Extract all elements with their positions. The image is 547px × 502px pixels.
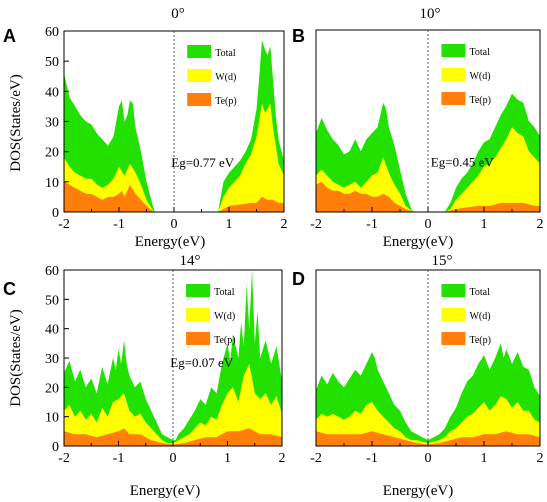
y-tick-label: 40 [45, 323, 59, 338]
y-tick-label: 20 [45, 381, 59, 396]
legend-label: Total [215, 48, 236, 59]
legend-swatch [441, 44, 466, 57]
x-tick-label: -1 [366, 217, 378, 232]
dos-area-wd [64, 363, 282, 446]
y-axis-label: DOS(States/eV) [8, 74, 24, 172]
legend-swatch [186, 308, 211, 321]
x-axis-label: Energy(eV) [383, 234, 454, 250]
x-tick-label: -1 [366, 451, 378, 466]
legend-swatch [186, 332, 211, 345]
x-tick-label: 0 [425, 217, 432, 232]
y-tick-label: 0 [52, 440, 59, 455]
panel-areas [316, 93, 540, 212]
y-tick-label: 50 [45, 293, 59, 308]
x-tick-label: 0 [170, 451, 177, 466]
x-tick-label: -1 [113, 451, 125, 466]
legend-swatch [441, 284, 466, 297]
x-tick-label: -2 [58, 451, 70, 466]
y-axis-label: DOS(States/eV) [8, 309, 24, 407]
dos-area-tep [64, 181, 284, 212]
panel-c: -2 -1 0 1 2010203040506014°CEnergy(eV)DOS(St… [3, 253, 286, 499]
legend-swatch [441, 92, 466, 105]
y-tick-label: 60 [45, 264, 59, 279]
x-axis-label: Energy(eV) [383, 483, 454, 499]
legend-label: Te(p) [469, 335, 491, 346]
panel-areas [316, 343, 540, 446]
band-gap-annotation: Eg=0.07 eV [170, 355, 234, 370]
panel-letter: A [3, 26, 16, 46]
panel-areas [64, 40, 284, 212]
x-tick-label: 1 [481, 451, 488, 466]
panel-d: -2 -1 0 1 2 15° D Energy(eV) Total W(d) Te(p) [292, 253, 544, 499]
legend: Total W(d) Te(p) [187, 45, 237, 107]
legend-label: Te(p) [469, 95, 491, 106]
y-tick-label: 10 [45, 176, 59, 191]
y-tick-label: 20 [45, 146, 59, 161]
legend-label: W(d) [469, 311, 490, 322]
x-tick-label: -2 [58, 217, 70, 232]
legend-swatch [441, 68, 466, 81]
legend-label: Te(p) [215, 96, 237, 107]
panel-title: 14° [180, 253, 201, 269]
y-tick-label: 10 [45, 411, 59, 426]
y-tick-label: 0 [52, 206, 59, 221]
panel-letter: B [292, 26, 305, 46]
x-tick-label: 2 [279, 451, 286, 466]
x-tick-label: 0 [425, 451, 432, 466]
x-tick-label: 2 [537, 217, 544, 232]
legend-label: Total [214, 287, 235, 298]
panel-a: -2 -1 0 1 201020304050600°AEnergy(eV)DOS(Sta… [3, 6, 288, 250]
legend: Total W(d) Te(p) [186, 284, 236, 346]
y-tick-label: 60 [45, 25, 59, 40]
legend-label: W(d) [214, 311, 235, 322]
legend-swatch [186, 284, 211, 297]
legend-label: Total [469, 47, 490, 58]
dos-area-wd [64, 103, 284, 212]
legend-label: Te(p) [214, 335, 236, 346]
x-tick-label: -2 [310, 451, 322, 466]
legend-label: W(d) [469, 71, 490, 82]
dos-area-tep [316, 181, 540, 212]
x-tick-label: 2 [537, 451, 544, 466]
panel-title: 0° [171, 6, 185, 22]
x-tick-label: 0 [171, 217, 178, 232]
legend-swatch [187, 69, 212, 82]
legend-swatch [187, 45, 212, 58]
band-gap-annotation: Eg=0.77 eV [171, 155, 235, 170]
x-tick-label: 1 [481, 217, 488, 232]
legend: Total W(d) Te(p) [441, 284, 491, 346]
panel-letter: D [292, 269, 305, 289]
dos-area-wd [316, 127, 540, 212]
x-tick-label: -2 [310, 217, 322, 232]
panel-title: 10° [420, 6, 441, 22]
legend-swatch [441, 332, 466, 345]
panel-b: -2 -1 0 1 2 10° B Energy(eV) Eg=0.45 eV Total W(d)… [292, 6, 544, 250]
x-tick-label: -1 [113, 217, 125, 232]
legend-swatch [187, 93, 212, 106]
legend-swatch [441, 308, 466, 321]
x-tick-label: 2 [281, 217, 288, 232]
legend-label: W(d) [215, 72, 236, 83]
y-tick-label: 30 [45, 352, 59, 367]
y-tick-label: 30 [45, 116, 59, 131]
panel-title: 15° [432, 253, 453, 269]
x-tick-label: 1 [224, 451, 231, 466]
y-tick-label: 50 [45, 55, 59, 70]
x-axis-label: Energy(eV) [130, 483, 201, 499]
x-tick-label: 1 [226, 217, 233, 232]
panel-letter: C [3, 279, 16, 299]
legend-label: Total [469, 287, 490, 298]
x-axis-label: Energy(eV) [135, 234, 206, 250]
legend: Total W(d) Te(p) [441, 44, 491, 106]
band-gap-annotation: Eg=0.45 eV [431, 155, 495, 170]
y-tick-label: 40 [45, 85, 59, 100]
